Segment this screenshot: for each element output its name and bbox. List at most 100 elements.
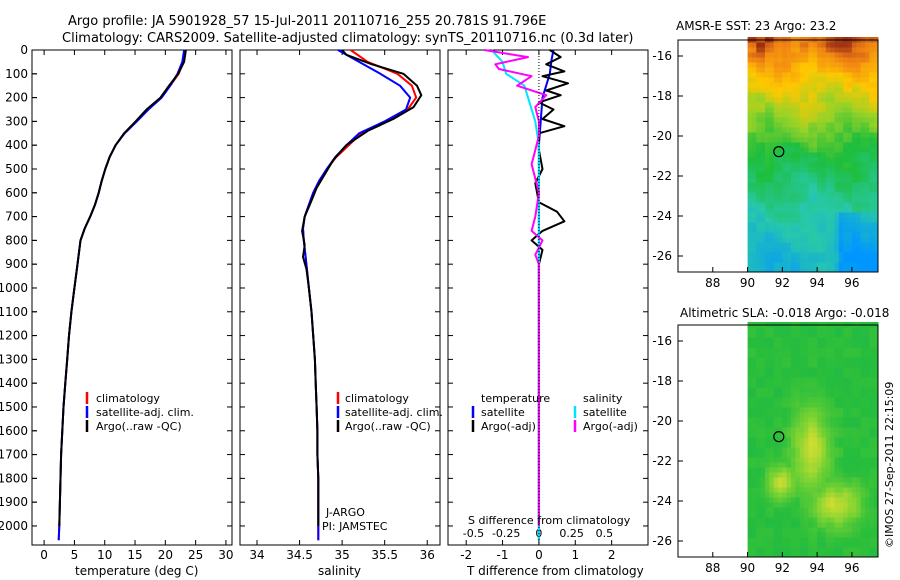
map-cell bbox=[873, 342, 879, 348]
map-cell bbox=[782, 382, 788, 388]
map-cell bbox=[843, 57, 848, 63]
map-cell bbox=[778, 262, 783, 268]
map-cell bbox=[769, 122, 775, 128]
map-cell bbox=[765, 507, 770, 513]
map-cell bbox=[765, 57, 770, 63]
map-cell bbox=[860, 217, 866, 223]
map-cell bbox=[782, 112, 788, 118]
map-cell bbox=[812, 87, 818, 93]
map-cell bbox=[869, 357, 875, 363]
map-cell bbox=[808, 62, 814, 68]
map-cell bbox=[860, 112, 866, 118]
map-cell bbox=[865, 97, 870, 103]
map-cell bbox=[808, 167, 814, 173]
map-cell bbox=[782, 527, 788, 533]
legend-label-s-argo: Argo(-adj) bbox=[583, 420, 638, 433]
map-cell bbox=[851, 342, 857, 348]
map-cell bbox=[786, 102, 792, 108]
map-cell bbox=[747, 532, 753, 538]
map-cell bbox=[747, 162, 753, 168]
map-cell bbox=[847, 492, 853, 498]
map-cell bbox=[812, 537, 818, 543]
map-cell bbox=[838, 432, 844, 438]
map-cell bbox=[834, 387, 840, 393]
map-cell bbox=[786, 382, 792, 388]
map-cell bbox=[804, 262, 809, 268]
map-cell bbox=[860, 197, 866, 203]
map-cell bbox=[808, 437, 814, 443]
map-cell bbox=[804, 247, 809, 253]
map-cell bbox=[795, 162, 801, 168]
map-cell bbox=[799, 457, 805, 463]
map-cell bbox=[812, 147, 818, 153]
map-cell bbox=[799, 462, 805, 468]
map-cell bbox=[873, 87, 879, 93]
depth-axis: 0100200300400500600700800900100011001200… bbox=[0, 43, 37, 533]
map-cell bbox=[782, 192, 788, 198]
map-cell bbox=[830, 387, 835, 393]
map-cell bbox=[865, 547, 870, 553]
sla-map-frame bbox=[677, 324, 879, 558]
map-cell bbox=[817, 67, 822, 73]
map-cell bbox=[847, 162, 853, 168]
map-cell bbox=[756, 97, 762, 103]
map-cell bbox=[808, 217, 814, 223]
map-cell bbox=[782, 122, 788, 128]
map-cell bbox=[747, 487, 753, 493]
map-cell bbox=[869, 342, 875, 348]
map-cell bbox=[751, 332, 757, 338]
map-cell bbox=[786, 77, 792, 83]
map-cell bbox=[825, 412, 831, 418]
map-cell bbox=[791, 57, 796, 63]
map-cell bbox=[812, 352, 818, 358]
map-cell bbox=[799, 187, 805, 193]
map-cell bbox=[791, 412, 796, 418]
map-cell bbox=[751, 467, 757, 473]
map-cell bbox=[756, 122, 762, 128]
map-cell bbox=[838, 357, 844, 363]
x-tick-label: -1 bbox=[497, 548, 509, 562]
map-cell bbox=[830, 537, 835, 543]
map-cell bbox=[865, 42, 870, 48]
map-cell bbox=[856, 342, 862, 348]
map-cell bbox=[869, 252, 875, 258]
map-cell bbox=[856, 177, 862, 183]
map-cell bbox=[769, 342, 775, 348]
map-cell bbox=[817, 437, 822, 443]
map-cell bbox=[834, 42, 840, 48]
map-cell bbox=[812, 267, 818, 273]
map-cell bbox=[751, 367, 757, 373]
map-cell bbox=[769, 182, 775, 188]
map-cell bbox=[856, 387, 862, 393]
map-cell bbox=[773, 497, 779, 503]
map-cell bbox=[812, 457, 818, 463]
map-cell bbox=[782, 102, 788, 108]
map-cell bbox=[760, 77, 766, 83]
map-cell bbox=[860, 332, 866, 338]
map-cell bbox=[769, 552, 775, 558]
map-cell bbox=[804, 237, 809, 243]
map-cell bbox=[786, 372, 792, 378]
map-cell bbox=[773, 122, 779, 128]
map-cell bbox=[786, 397, 792, 403]
map-cell bbox=[765, 342, 770, 348]
map-cell bbox=[838, 352, 844, 358]
map-cell bbox=[808, 537, 814, 543]
map-cell bbox=[804, 72, 809, 78]
map-cell bbox=[851, 207, 857, 213]
map-cell bbox=[847, 467, 853, 473]
map-cell bbox=[769, 57, 775, 63]
map-cell bbox=[865, 542, 870, 548]
map-cell bbox=[782, 82, 788, 88]
map-cell bbox=[812, 387, 818, 393]
map-cell bbox=[860, 137, 866, 143]
map-cell bbox=[834, 202, 840, 208]
map-cell bbox=[804, 337, 809, 343]
map-cell bbox=[821, 452, 827, 458]
map-cell bbox=[747, 517, 753, 523]
map-cell bbox=[830, 162, 835, 168]
depth-tick-label: 100 bbox=[5, 67, 28, 81]
map-cell bbox=[865, 152, 870, 158]
map-cell bbox=[847, 112, 853, 118]
map-cell bbox=[751, 247, 757, 253]
